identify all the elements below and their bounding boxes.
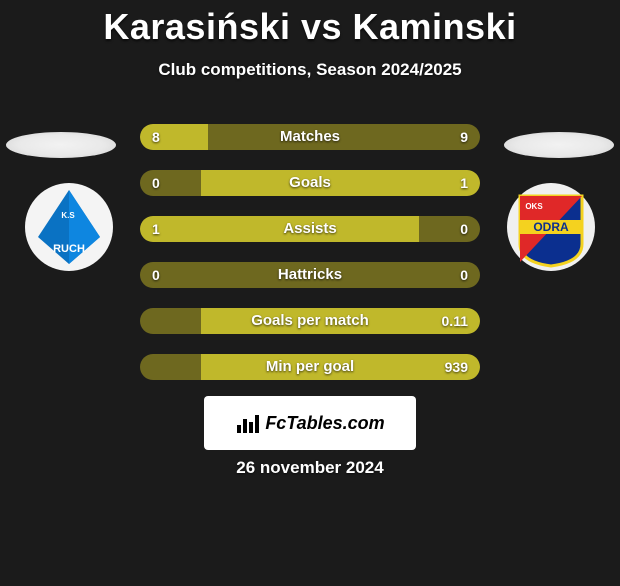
svg-text:K.S: K.S (61, 211, 75, 220)
stat-value-right: 939 (445, 354, 468, 380)
stat-row-matches: 8 Matches 9 (140, 124, 480, 150)
stat-row-goals: 0 Goals 1 (140, 170, 480, 196)
halo-right (504, 132, 614, 158)
svg-text:OKS: OKS (525, 202, 543, 211)
stat-value-right: 9 (460, 124, 468, 150)
comparison-subtitle: Club competitions, Season 2024/2025 (0, 60, 620, 80)
bars-chart-icon (235, 411, 259, 435)
stat-value-right: 0 (460, 216, 468, 242)
crest-right: ODRA OKS (506, 182, 596, 272)
stat-value-right: 0 (460, 262, 468, 288)
stat-row-assists: 1 Assists 0 (140, 216, 480, 242)
stat-row-goals-per-match: Goals per match 0.11 (140, 308, 480, 334)
stat-label: Matches (140, 124, 480, 150)
comparison-date: 26 november 2024 (0, 458, 620, 478)
stat-label: Min per goal (140, 354, 480, 380)
ruch-chorzow-icon: RUCH K.S (24, 182, 114, 272)
stat-label: Hattricks (140, 262, 480, 288)
stat-row-hattricks: 0 Hattricks 0 (140, 262, 480, 288)
stat-value-right: 0.11 (442, 308, 468, 334)
svg-text:RUCH: RUCH (53, 243, 85, 255)
svg-text:ODRA: ODRA (533, 220, 569, 234)
halo-left (6, 132, 116, 158)
odra-opole-icon: ODRA OKS (506, 182, 596, 272)
stat-label: Assists (140, 216, 480, 242)
stat-label: Goals per match (140, 308, 480, 334)
crest-left: RUCH K.S (24, 182, 114, 272)
stat-bars: 8 Matches 9 0 Goals 1 1 Assists 0 0 Hatt… (140, 124, 480, 400)
brand-box: FcTables.com (204, 396, 416, 450)
brand-text: FcTables.com (265, 413, 384, 434)
stat-value-right: 1 (460, 170, 468, 196)
stat-row-min-per-goal: Min per goal 939 (140, 354, 480, 380)
comparison-title: Karasiński vs Kaminski (0, 6, 620, 48)
stat-label: Goals (140, 170, 480, 196)
